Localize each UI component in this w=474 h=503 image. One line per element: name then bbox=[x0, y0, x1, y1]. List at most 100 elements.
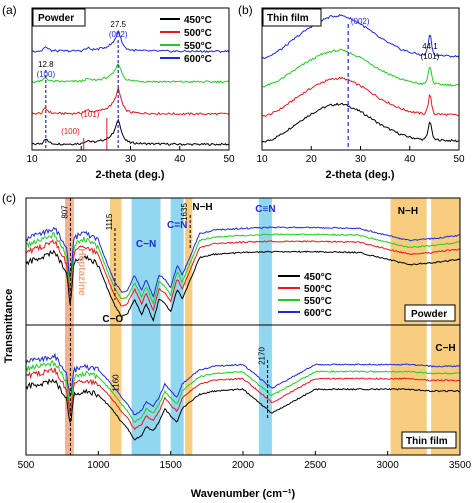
peak-index-002: (002) bbox=[109, 30, 128, 39]
peak-wavenumber-label: 807 bbox=[60, 205, 69, 219]
panel-b-frame bbox=[261, 7, 460, 151]
peak-index-002-b: (002) bbox=[351, 17, 370, 26]
panel-a-x-ticks: 10 20 30 40 50 bbox=[26, 146, 235, 165]
absorption-band bbox=[185, 198, 193, 455]
panel-c-powder-label: Powder bbox=[411, 309, 447, 320]
ir-line-550°C bbox=[25, 360, 461, 423]
panel-c-chart: 807 1115 1635 1160 2170 C−N C=N N−H C≡N N−H C−O C−H… bbox=[3, 197, 472, 500]
peak-index-100: (100) bbox=[36, 70, 55, 79]
x-tick-label: 3500 bbox=[449, 460, 472, 471]
peak-wavenumber-label: 1160 bbox=[111, 374, 120, 392]
peak-wavenumber-label: 2170 bbox=[258, 347, 267, 365]
x-tick-label: 500 bbox=[18, 460, 35, 471]
heptazine-label: Heptazine bbox=[76, 248, 87, 296]
absorption-band bbox=[131, 198, 161, 455]
legend-label-450°C: 450°C bbox=[304, 272, 332, 283]
peak-wavenumber-label: 1115 bbox=[105, 213, 114, 230]
functional-group-label: C=N bbox=[167, 220, 187, 231]
x-tick-label: 10 bbox=[26, 154, 38, 165]
peak-label-27.5: 27.5 bbox=[110, 20, 126, 29]
panel-c-powder-box bbox=[404, 304, 456, 322]
panel-c-letter: (c) bbox=[2, 191, 16, 205]
panel-a-letter: (a) bbox=[2, 3, 17, 17]
panel-b-label: Thin film bbox=[267, 13, 309, 24]
functional-group-label: C−N bbox=[136, 239, 156, 250]
functional-group-label: N−H bbox=[192, 202, 212, 213]
peak-index-101: (101) bbox=[81, 110, 100, 119]
panel-c-plot bbox=[25, 198, 461, 455]
panel-a-legend: 450°C 500°C 550°C 600°C bbox=[160, 15, 212, 65]
panel-c-xlabel: Wavenumber (cm⁻¹) bbox=[191, 488, 296, 500]
x-tick-label: 2500 bbox=[304, 460, 327, 471]
peak-label-44.1: 44.1 bbox=[422, 42, 438, 51]
panel-c-ylabel: Transmittance bbox=[3, 289, 15, 364]
panel-b-letter: (b) bbox=[238, 3, 253, 17]
ir-line-600°C bbox=[25, 226, 461, 299]
x-tick-label: 50 bbox=[223, 154, 235, 165]
x-tick-label: 1500 bbox=[160, 460, 183, 471]
absorption-band bbox=[390, 198, 427, 455]
series-line-600°C bbox=[261, 13, 460, 59]
series-line-450°C bbox=[261, 102, 460, 143]
ir-line-500°C bbox=[25, 367, 461, 431]
functional-group-label: C−H bbox=[435, 343, 455, 354]
panel-a-plot: 12.8(100)27.5(002)(101)(100) bbox=[31, 20, 230, 150]
panel-c-annotations: 807 1115 1635 1160 2170 C−N C=N N−H C≡N N−H C−O C−H… bbox=[60, 202, 455, 392]
panel-b-plot: (002) 44.1(101) bbox=[261, 13, 460, 150]
ir-line-450°C bbox=[25, 378, 461, 441]
functional-group-label: C−O bbox=[102, 314, 123, 325]
x-tick-label: 40 bbox=[404, 154, 416, 165]
panel-a-xlabel: 2-theta (deg.) bbox=[95, 169, 164, 181]
peak-index-101-b: (101) bbox=[421, 52, 440, 61]
legend-label-550°C: 550°C bbox=[184, 41, 212, 52]
series-line-450°C bbox=[31, 118, 230, 147]
absorption-band bbox=[109, 198, 122, 455]
ir-line-550°C bbox=[25, 231, 461, 306]
panel-c-bands bbox=[65, 198, 460, 455]
absorption-band bbox=[431, 198, 460, 455]
x-tick-label: 40 bbox=[174, 154, 186, 165]
functional-group-label: C≡N bbox=[255, 204, 275, 215]
series-line-500°C bbox=[261, 76, 460, 118]
x-tick-label: 2000 bbox=[232, 460, 255, 471]
panel-b-xlabel: 2-theta (deg.) bbox=[325, 169, 394, 181]
series-line-600°C bbox=[31, 29, 230, 54]
panel-b-chart: (002) 44.1(101) Thin film 10 20 30 40 50 2-th… bbox=[256, 7, 465, 181]
absorption-band bbox=[258, 198, 272, 455]
panel-c-thinfilm-label: Thin film bbox=[406, 436, 448, 447]
legend-label-600°C: 600°C bbox=[184, 54, 212, 65]
absorption-band bbox=[65, 198, 74, 455]
x-tick-label: 30 bbox=[355, 154, 367, 165]
x-tick-label: 1000 bbox=[87, 460, 110, 471]
ir-line-600°C bbox=[25, 352, 461, 416]
panel-a-label-box bbox=[32, 8, 86, 27]
panel-b-label-box bbox=[262, 8, 322, 27]
peak-index-100-red: (100) bbox=[61, 127, 80, 136]
legend-label-600°C: 600°C bbox=[304, 308, 332, 319]
legend-label-500°C: 500°C bbox=[304, 284, 332, 295]
peak-label-12.8: 12.8 bbox=[38, 60, 54, 69]
series-line-550°C bbox=[261, 48, 460, 88]
legend-label-500°C: 500°C bbox=[184, 28, 212, 39]
x-tick-label: 10 bbox=[256, 154, 268, 165]
legend-label-550°C: 550°C bbox=[304, 296, 332, 307]
series-line-500°C bbox=[31, 87, 230, 116]
x-tick-label: 30 bbox=[125, 154, 137, 165]
legend-label-450°C: 450°C bbox=[184, 15, 212, 26]
ir-line-450°C bbox=[25, 249, 461, 323]
x-tick-label: 20 bbox=[306, 154, 318, 165]
panel-c-thinfilm-box bbox=[401, 431, 457, 449]
x-tick-label: 20 bbox=[76, 154, 88, 165]
ir-line-500°C bbox=[25, 239, 461, 312]
panel-a-chart: 12.8(100)27.5(002)(101)(100) Powder 450°… bbox=[26, 7, 235, 181]
panel-a-label: Powder bbox=[38, 13, 74, 24]
panel-c-x-ticks: 500 1000 1500 2000 2500 3000 3500 bbox=[18, 451, 472, 471]
x-tick-label: 3000 bbox=[377, 460, 400, 471]
series-line-550°C bbox=[31, 63, 230, 84]
absorption-band bbox=[170, 198, 184, 455]
x-tick-label: 50 bbox=[453, 154, 465, 165]
functional-group-label: N−H bbox=[398, 206, 418, 217]
peak-wavenumber-label: 1635 bbox=[180, 203, 189, 221]
